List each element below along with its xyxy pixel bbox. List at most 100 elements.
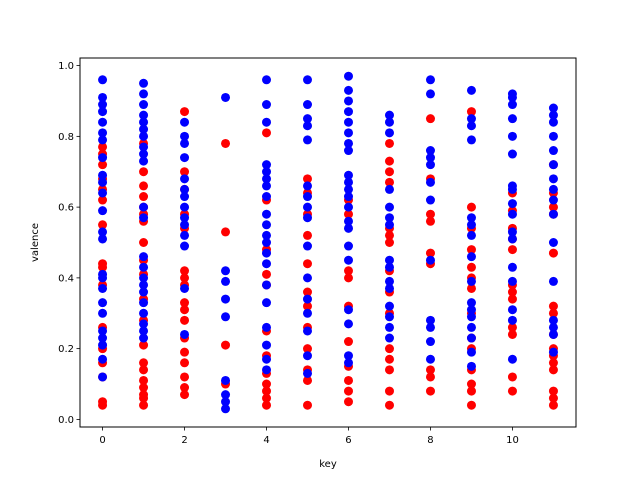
plot-frame (79, 57, 577, 428)
data-point (139, 308, 149, 318)
data-point (98, 234, 108, 244)
data-point (303, 192, 312, 202)
plot-area (80, 58, 576, 427)
data-point (303, 241, 312, 251)
data-point (180, 131, 190, 141)
data-point (344, 202, 353, 212)
data-point (466, 386, 476, 396)
data-point (98, 340, 108, 350)
data-point (548, 184, 558, 194)
data-point (507, 114, 517, 124)
data-point (98, 227, 108, 237)
data-point (384, 255, 394, 265)
data-point (384, 333, 394, 343)
data-point (466, 361, 476, 371)
data-point (303, 181, 312, 191)
data-point (98, 75, 108, 85)
data-point (344, 319, 353, 329)
data-point (221, 227, 231, 237)
data-point (180, 298, 190, 308)
y-tick-label: 0.0 (58, 415, 74, 426)
data-point (262, 340, 272, 350)
data-point (344, 397, 353, 407)
data-point (548, 195, 558, 205)
data-point (262, 181, 272, 191)
data-point (262, 393, 272, 403)
data-point (548, 322, 558, 332)
data-point (507, 89, 517, 99)
data-point (262, 100, 272, 110)
data-point (221, 312, 231, 322)
data-point (180, 107, 190, 117)
data-point (384, 354, 394, 364)
data-point (344, 71, 353, 81)
data-point (425, 248, 435, 258)
data-point (180, 283, 190, 293)
data-point (548, 386, 558, 396)
data-point (425, 75, 435, 85)
data-point (139, 383, 149, 393)
y-axis-label: valence (30, 223, 41, 262)
data-point (139, 117, 149, 127)
data-point (221, 266, 231, 276)
x-tick-label: 6 (345, 435, 351, 446)
data-point (384, 238, 394, 247)
data-point (466, 213, 476, 223)
data-point (98, 354, 108, 364)
data-point (139, 110, 149, 120)
data-point (507, 322, 517, 332)
data-point (139, 340, 149, 350)
data-point (344, 96, 353, 106)
data-point (384, 128, 394, 138)
data-point (139, 100, 149, 110)
data-point (384, 262, 394, 272)
data-point (466, 322, 476, 332)
data-point (180, 273, 190, 283)
data-point (548, 202, 558, 212)
data-point (425, 177, 435, 187)
data-point (98, 100, 108, 110)
y-tick-label: 0.8 (58, 132, 74, 143)
data-point (262, 259, 272, 269)
data-point (384, 400, 394, 410)
data-point (344, 177, 353, 187)
data-point (303, 135, 312, 145)
data-point (262, 167, 272, 177)
data-point (425, 146, 435, 156)
data-point (262, 192, 272, 202)
data-point (262, 365, 272, 375)
data-point (180, 213, 190, 223)
data-point (139, 78, 149, 88)
data-point (507, 372, 517, 382)
data-point (303, 100, 312, 110)
data-point (425, 153, 435, 163)
data-point (548, 103, 558, 113)
data-point (466, 121, 476, 131)
data-point (303, 273, 312, 283)
data-point (139, 213, 149, 223)
data-point (384, 117, 394, 127)
data-point (548, 358, 558, 368)
data-point (384, 167, 394, 177)
data-point (262, 400, 272, 410)
data-point (384, 138, 394, 148)
data-point (180, 383, 190, 393)
data-point (221, 294, 231, 304)
data-point (139, 202, 149, 212)
data-point (262, 160, 272, 170)
data-point (548, 248, 558, 258)
data-point (466, 135, 476, 145)
data-point (507, 276, 517, 286)
data-point (98, 333, 108, 343)
data-point (507, 234, 517, 244)
data-point (98, 188, 108, 198)
data-point (180, 220, 190, 230)
data-point (180, 184, 190, 194)
data-point (98, 283, 108, 293)
data-point (425, 195, 435, 205)
data-point (466, 379, 476, 389)
data-point (548, 276, 558, 286)
data-point (303, 351, 312, 361)
data-point (221, 92, 231, 102)
